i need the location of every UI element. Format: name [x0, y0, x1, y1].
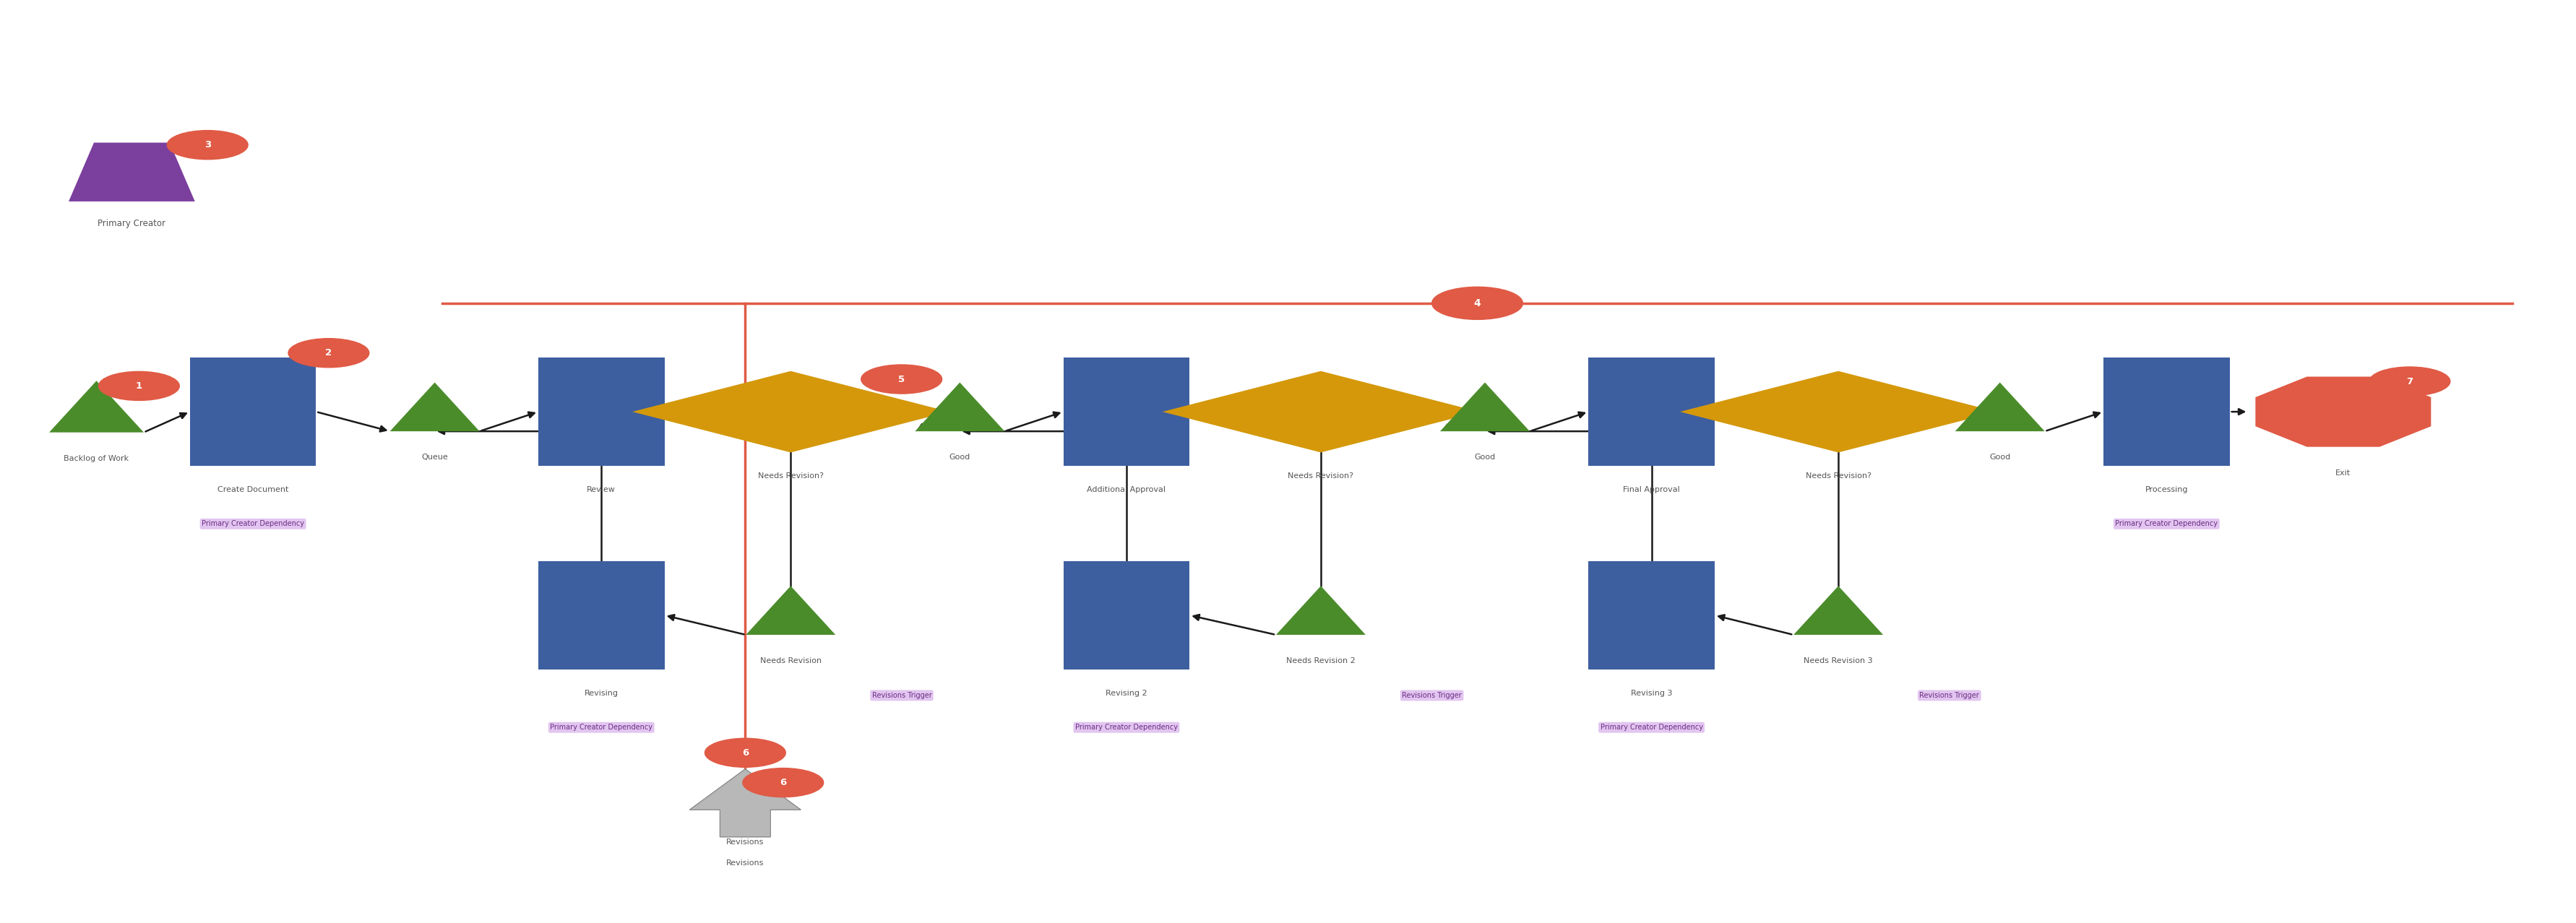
Circle shape	[1432, 287, 1522, 319]
Text: Revisions Trigger: Revisions Trigger	[1401, 692, 1461, 699]
Polygon shape	[1162, 371, 1479, 452]
Circle shape	[167, 130, 247, 160]
Text: Backlog of Work: Backlog of Work	[64, 455, 129, 462]
FancyBboxPatch shape	[1064, 561, 1190, 669]
Polygon shape	[1440, 382, 1530, 431]
FancyBboxPatch shape	[1589, 357, 1716, 466]
Text: Revising: Revising	[585, 689, 618, 697]
Polygon shape	[690, 769, 801, 837]
Text: Good: Good	[1989, 454, 2009, 462]
Text: Processing: Processing	[2146, 485, 2187, 493]
Text: Review: Review	[587, 485, 616, 493]
Text: Revisions: Revisions	[726, 839, 765, 845]
Text: Revisions Trigger: Revisions Trigger	[871, 692, 933, 699]
FancyBboxPatch shape	[2105, 357, 2231, 466]
Text: Primary Creator Dependency: Primary Creator Dependency	[551, 724, 652, 731]
FancyBboxPatch shape	[538, 561, 665, 669]
Circle shape	[2370, 366, 2450, 396]
Text: 5: 5	[899, 375, 904, 384]
Polygon shape	[1275, 586, 1365, 635]
Text: 1: 1	[137, 381, 142, 390]
Text: Primary Creator: Primary Creator	[98, 219, 165, 229]
Circle shape	[706, 738, 786, 767]
Text: Revisions Trigger: Revisions Trigger	[1919, 692, 1978, 699]
Text: 6: 6	[742, 748, 750, 758]
Text: Needs Revision 3: Needs Revision 3	[1803, 657, 1873, 665]
Polygon shape	[914, 382, 1005, 431]
Text: Needs Revision?: Needs Revision?	[757, 473, 824, 480]
Text: Primary Creator Dependency: Primary Creator Dependency	[1600, 724, 1703, 731]
Text: Primary Creator Dependency: Primary Creator Dependency	[2115, 521, 2218, 528]
Circle shape	[98, 371, 180, 401]
Text: Revisions: Revisions	[726, 859, 765, 867]
Text: 2: 2	[325, 348, 332, 357]
Polygon shape	[1793, 586, 1883, 635]
FancyBboxPatch shape	[191, 357, 317, 466]
Circle shape	[860, 365, 943, 393]
Polygon shape	[1680, 371, 1996, 452]
Polygon shape	[1955, 382, 2045, 431]
Text: Exit: Exit	[2336, 470, 2352, 477]
Text: 3: 3	[204, 140, 211, 150]
Polygon shape	[2257, 377, 2432, 447]
FancyBboxPatch shape	[538, 357, 665, 466]
Text: Good: Good	[948, 454, 971, 462]
Polygon shape	[747, 586, 835, 635]
Text: Needs Revision: Needs Revision	[760, 657, 822, 665]
Text: 6: 6	[781, 778, 786, 787]
Polygon shape	[49, 381, 144, 432]
FancyBboxPatch shape	[1589, 561, 1716, 669]
Circle shape	[289, 339, 368, 367]
Circle shape	[742, 768, 824, 797]
Polygon shape	[70, 143, 196, 201]
Text: Primary Creator Dependency: Primary Creator Dependency	[1074, 724, 1177, 731]
Text: 4: 4	[1473, 298, 1481, 308]
FancyBboxPatch shape	[1064, 357, 1190, 466]
Polygon shape	[690, 769, 801, 837]
Text: Revising 3: Revising 3	[1631, 689, 1672, 697]
Text: Final Approval: Final Approval	[1623, 485, 1680, 493]
Text: Revising 2: Revising 2	[1105, 689, 1146, 697]
Text: Needs Revision 2: Needs Revision 2	[1285, 657, 1355, 665]
Polygon shape	[631, 371, 948, 452]
Text: 7: 7	[2406, 377, 2414, 386]
Text: Queue: Queue	[422, 454, 448, 462]
Text: Primary Creator Dependency: Primary Creator Dependency	[201, 521, 304, 528]
Polygon shape	[389, 382, 479, 431]
Text: Needs Revision?: Needs Revision?	[1806, 473, 1870, 480]
Text: Additional Approval: Additional Approval	[1087, 485, 1167, 493]
Text: Needs Revision?: Needs Revision?	[1288, 473, 1355, 480]
Text: Create Document: Create Document	[216, 485, 289, 493]
Text: Good: Good	[1473, 454, 1497, 462]
